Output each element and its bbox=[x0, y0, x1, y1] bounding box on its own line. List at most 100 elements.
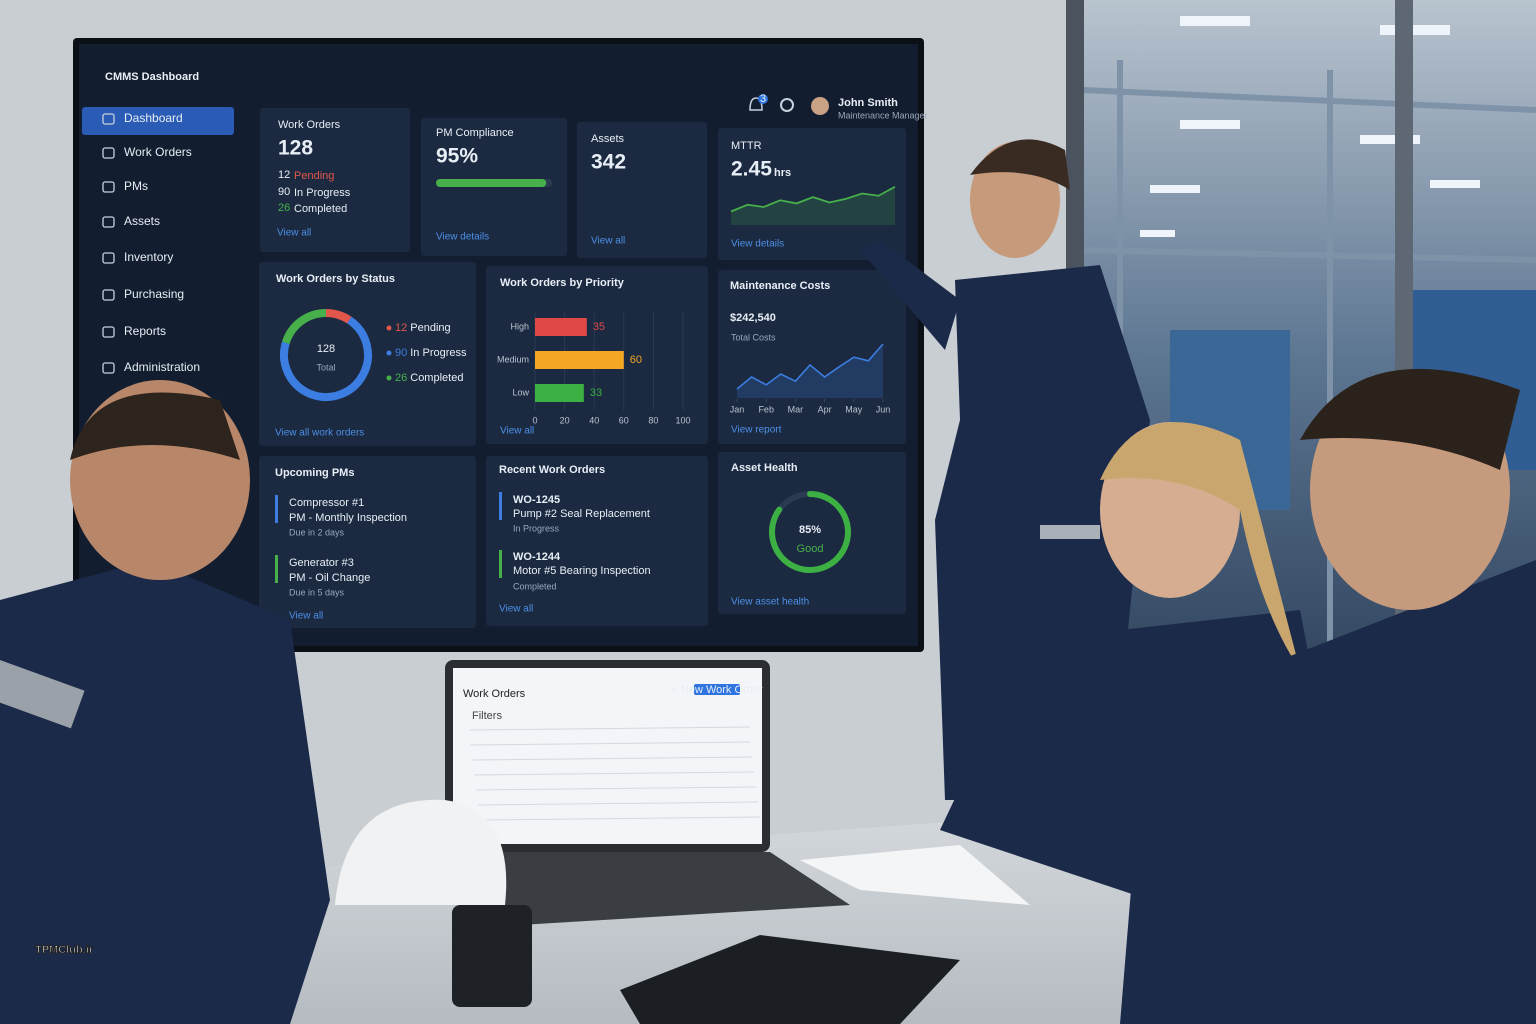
link[interactable]: View all bbox=[591, 236, 625, 247]
card bbox=[718, 270, 906, 444]
item-bar bbox=[275, 555, 278, 583]
watermark: TPMClub.ir bbox=[35, 944, 94, 956]
ring-progress bbox=[769, 491, 851, 573]
link[interactable]: View all bbox=[277, 228, 311, 239]
donut-segment bbox=[281, 309, 327, 345]
label: Completed bbox=[294, 203, 347, 215]
card bbox=[260, 108, 410, 252]
donut-chart: 12 Pending 90 In Progress 26 Completed bbox=[280, 309, 467, 401]
x-tick-label: Apr bbox=[818, 404, 832, 414]
link[interactable]: View all work orders bbox=[275, 428, 364, 439]
legend-count: 26 bbox=[395, 372, 407, 384]
sidebar-icon bbox=[102, 216, 115, 228]
legend-count: 90 bbox=[395, 347, 407, 359]
line bbox=[736, 343, 884, 390]
sidebar-icon bbox=[102, 252, 115, 264]
y-tick-label: High bbox=[510, 321, 529, 331]
sidebar-icon bbox=[102, 326, 115, 338]
sidebar-active bbox=[82, 107, 234, 135]
sidebar-item[interactable]: Inventory bbox=[124, 250, 173, 264]
x-tick-label: 20 bbox=[560, 415, 570, 425]
sidebar-icon bbox=[102, 113, 115, 125]
item-desc: Motor #5 Bearing Inspection bbox=[513, 565, 651, 577]
legend-count: 12 bbox=[395, 322, 407, 334]
y-tick-label: Low bbox=[512, 387, 529, 397]
item-id: WO-1245 bbox=[513, 494, 560, 506]
sidebar-icon bbox=[102, 181, 115, 193]
badge bbox=[758, 94, 768, 104]
label: In Progress bbox=[294, 187, 351, 199]
value-label: 33 bbox=[590, 387, 602, 399]
user-role: Maintenance Manager bbox=[838, 110, 928, 120]
card-title: Asset Health bbox=[731, 462, 798, 474]
card-value: $242,540 bbox=[730, 312, 776, 324]
card-value: 128 bbox=[278, 137, 313, 160]
bar-chart: 0 20 40 60 80 100 High 35 Medium 60 Low 33 bbox=[497, 312, 691, 425]
seated-man-left bbox=[0, 380, 330, 1024]
count: 26 bbox=[278, 202, 290, 214]
card-value: 95% bbox=[436, 145, 478, 168]
sidebar-item[interactable]: Reports bbox=[124, 324, 166, 338]
sidebar-item[interactable]: Purchasing bbox=[124, 287, 184, 301]
x-tick-label: Mar bbox=[788, 404, 804, 414]
x-tick-label: 80 bbox=[648, 415, 658, 425]
sidebar-icon bbox=[102, 289, 115, 301]
gear-icon[interactable] bbox=[780, 98, 794, 112]
link[interactable]: View details bbox=[731, 239, 784, 250]
item-status: Completed bbox=[513, 581, 557, 591]
subtitle: Total Costs bbox=[731, 332, 776, 342]
laptop-base bbox=[445, 852, 850, 925]
item-name: Generator #3 bbox=[289, 557, 354, 569]
y-tick-label: Medium bbox=[497, 354, 529, 364]
item-task: PM - Monthly Inspection bbox=[289, 512, 407, 524]
donut-total: 128 bbox=[317, 343, 335, 355]
bar bbox=[535, 384, 584, 402]
card-title: PM Compliance bbox=[436, 127, 514, 139]
card bbox=[718, 452, 906, 614]
link[interactable]: View all bbox=[289, 611, 323, 622]
item-desc: Pump #2 Seal Replacement bbox=[513, 508, 650, 520]
card-title: Work Orders bbox=[278, 119, 341, 131]
legend-label: In Progress bbox=[410, 347, 467, 359]
ring-status: Good bbox=[797, 543, 824, 555]
bell-icon[interactable] bbox=[749, 97, 763, 111]
link[interactable]: View details bbox=[436, 232, 489, 243]
card bbox=[259, 456, 476, 628]
card-title: Assets bbox=[591, 133, 625, 145]
filters: Filters bbox=[472, 710, 502, 722]
laptop-title: Work Orders bbox=[463, 688, 526, 700]
item-id: WO-1244 bbox=[513, 551, 561, 563]
value-label: 35 bbox=[593, 321, 605, 333]
sidebar-item[interactable]: Dashboard bbox=[124, 111, 183, 125]
avatar[interactable] bbox=[811, 97, 829, 115]
item-due: Due in 2 days bbox=[289, 527, 345, 537]
factory-details bbox=[1140, 16, 1480, 237]
sidebar-item[interactable]: Administration bbox=[124, 360, 200, 374]
link[interactable]: View asset health bbox=[731, 597, 809, 608]
new-button[interactable] bbox=[694, 684, 740, 695]
card-title: Recent Work Orders bbox=[499, 464, 605, 476]
sparkline bbox=[730, 185, 896, 225]
count: 12 bbox=[278, 169, 290, 181]
item-task: PM - Oil Change bbox=[289, 572, 370, 584]
donut-segment bbox=[280, 316, 372, 401]
sidebar-item[interactable]: Work Orders bbox=[124, 145, 192, 159]
link[interactable]: View report bbox=[731, 425, 782, 436]
ring-value: 85% bbox=[799, 524, 821, 536]
card-title: Work Orders by Priority bbox=[500, 277, 625, 289]
card-title: Upcoming PMs bbox=[275, 467, 354, 479]
x-tick-label: Jun bbox=[876, 404, 891, 414]
sidebar-item[interactable]: Assets bbox=[124, 214, 160, 228]
card-title: Work Orders by Status bbox=[276, 273, 395, 285]
x-tick-label: May bbox=[845, 404, 863, 414]
link[interactable]: View all bbox=[500, 426, 534, 437]
x-tick-label: 60 bbox=[619, 415, 629, 425]
legend-label: Completed bbox=[410, 372, 463, 384]
laptop-table bbox=[469, 726, 761, 821]
progress-bar bbox=[436, 179, 547, 187]
seated-man-right bbox=[1120, 368, 1536, 1024]
link[interactable]: View all bbox=[499, 604, 533, 615]
ring bbox=[769, 491, 851, 573]
sidebar-item[interactable]: PMs bbox=[124, 179, 148, 193]
